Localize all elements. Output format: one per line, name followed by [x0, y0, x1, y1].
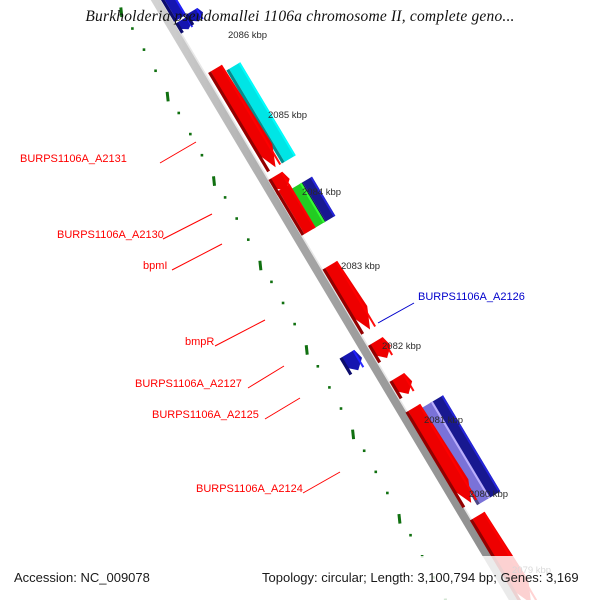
ruler-tick-label: 2082 kbp	[382, 341, 422, 352]
gene-feature[interactable]	[154, 0, 187, 22]
ruler-tick-marks	[119, 7, 447, 600]
gene-feature[interactable]	[405, 403, 478, 509]
gene-feature[interactable]	[208, 64, 282, 173]
ruler-tick-label: 2083 kbp	[341, 261, 381, 272]
gene-label-burps1106a_a2125[interactable]: BURPS1106A_A2125	[152, 409, 259, 421]
gene-feature[interactable]	[339, 349, 365, 376]
ruler-tick-label: 2085 kbp	[268, 110, 308, 121]
gene-label-bmpr[interactable]: bmpR	[185, 336, 215, 348]
gene-feature[interactable]	[322, 260, 377, 335]
gene-feature[interactable]	[389, 373, 415, 400]
ruler-tick-label: 2080 kbp	[469, 489, 509, 500]
page-title: Burkholderia pseudomallei 1106a chromoso…	[85, 8, 515, 25]
gene-label-burps1106a_a2126[interactable]: BURPS1106A_A2126	[418, 291, 525, 303]
gene-label-burps1106a_a2124[interactable]: BURPS1106A_A2124	[196, 483, 303, 495]
gene-label-bpmi[interactable]: bpmI	[143, 260, 168, 272]
accession-text: Accession: NC_009078	[14, 570, 150, 585]
gene-features[interactable]	[154, 0, 538, 600]
gene-feature[interactable]	[275, 184, 316, 236]
ruler-tick-label: 2086 kbp	[228, 30, 268, 41]
gene-feature[interactable]	[226, 62, 296, 164]
gene-label-burps1106a_a2131[interactable]: BURPS1106A_A2131	[20, 153, 127, 165]
gene-feature[interactable]	[367, 337, 394, 364]
ruler-tick-label: 2084 kbp	[302, 187, 342, 198]
status-bar: Accession: NC_009078 Topology: circular;…	[0, 556, 600, 600]
gene-label-burps1106a_a2127[interactable]: BURPS1106A_A2127	[135, 378, 242, 390]
gene-feature[interactable]	[185, 7, 204, 26]
label-leader-lines	[159, 141, 415, 494]
genome-backbone	[150, 0, 521, 600]
genome-summary-text: Topology: circular; Length: 3,100,794 bp…	[262, 570, 579, 585]
gene-label-burps1106a_a2130[interactable]: BURPS1106A_A2130	[57, 229, 164, 241]
ruler-tick-label: 2081 kbp	[424, 415, 464, 426]
